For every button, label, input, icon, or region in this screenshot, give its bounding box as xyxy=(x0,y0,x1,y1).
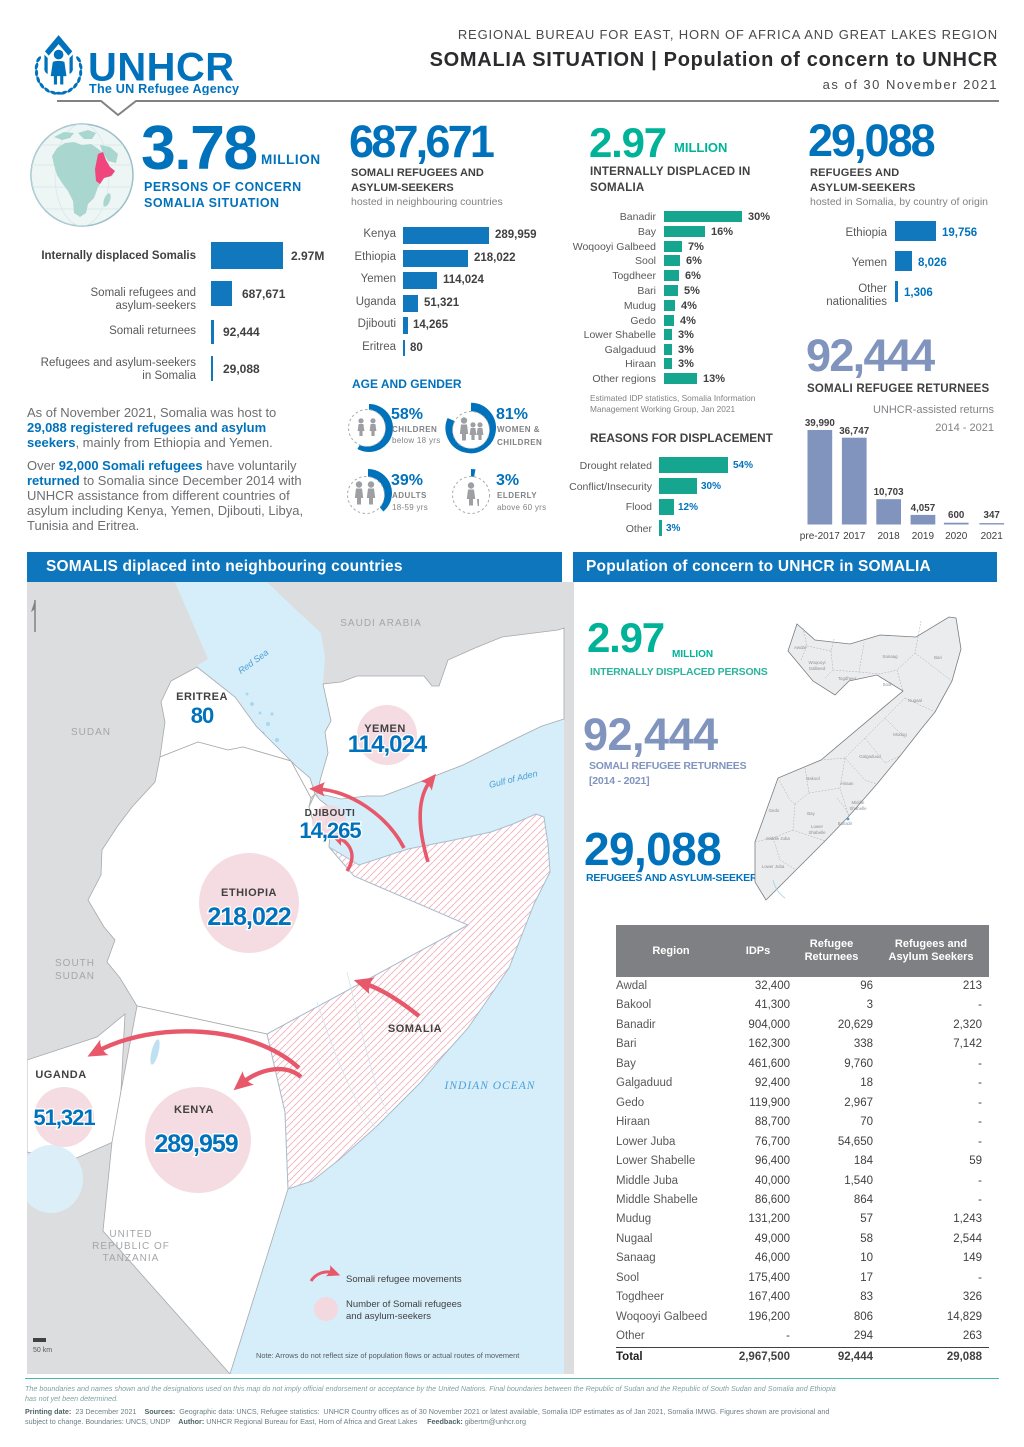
svg-text:3%: 3% xyxy=(496,472,519,489)
svg-text:81%: 81% xyxy=(496,406,528,423)
svg-text:347: 347 xyxy=(984,510,1001,521)
svg-text:Gedo: Gedo xyxy=(769,808,780,813)
svg-text:SAUDI ARABIA: SAUDI ARABIA xyxy=(340,618,421,629)
svg-text:39,990: 39,990 xyxy=(805,418,836,429)
svg-text:18-59 yrs: 18-59 yrs xyxy=(392,503,428,512)
svg-text:ETHIOPIA: ETHIOPIA xyxy=(221,887,277,899)
svg-text:39%: 39% xyxy=(391,472,423,489)
svg-text:INDIAN OCEAN: INDIAN OCEAN xyxy=(444,1080,536,1092)
svg-text:51,321: 51,321 xyxy=(33,1105,95,1130)
svg-text:Awdal: Awdal xyxy=(794,645,806,650)
svg-text:and asylum-seekers: and asylum-seekers xyxy=(346,1311,431,1322)
svg-text:KENYA: KENYA xyxy=(174,1104,214,1116)
svg-text:WOMEN &: WOMEN & xyxy=(497,425,540,434)
svg-text:Mudug: Mudug xyxy=(893,732,907,737)
svg-text:2017: 2017 xyxy=(843,531,866,542)
svg-text:58%: 58% xyxy=(391,406,423,423)
svg-text:289,959: 289,959 xyxy=(154,1130,237,1158)
svg-text:Middle Juba: Middle Juba xyxy=(766,836,790,841)
svg-text:UNITED: UNITED xyxy=(109,1229,152,1240)
svg-text:Lower Juba: Lower Juba xyxy=(762,864,785,869)
svg-text:600: 600 xyxy=(948,510,965,521)
svg-text:TANZANIA: TANZANIA xyxy=(103,1253,160,1264)
svg-text:80: 80 xyxy=(191,703,214,728)
svg-text:114,024: 114,024 xyxy=(348,731,428,758)
svg-text:Middle: Middle xyxy=(852,800,865,805)
svg-text:below 18 yrs: below 18 yrs xyxy=(392,436,441,445)
svg-text:Galgaduud: Galgaduud xyxy=(859,754,881,759)
svg-text:4,057: 4,057 xyxy=(911,503,936,514)
svg-text:2020: 2020 xyxy=(945,531,968,542)
svg-text:10,703: 10,703 xyxy=(874,487,905,498)
svg-text:36,747: 36,747 xyxy=(839,426,870,437)
svg-text:YEMEN: YEMEN xyxy=(364,723,406,735)
svg-text:Woqooyi: Woqooyi xyxy=(808,660,825,665)
svg-text:UNHCR: UNHCR xyxy=(88,45,235,89)
svg-text:Somali refugee movements: Somali refugee movements xyxy=(346,1274,462,1285)
svg-text:Number of Somali refugees: Number of Somali refugees xyxy=(346,1299,462,1310)
svg-text:2019: 2019 xyxy=(912,531,935,542)
svg-text:Banadir: Banadir xyxy=(838,821,853,826)
svg-text:Nugaal: Nugaal xyxy=(908,698,922,703)
svg-text:SOMALIA: SOMALIA xyxy=(388,1023,442,1035)
svg-text:Hiraan: Hiraan xyxy=(841,781,854,786)
svg-text:Bakool: Bakool xyxy=(806,776,819,781)
svg-text:Galbeed: Galbeed xyxy=(809,666,826,671)
svg-text:REPUBLIC OF: REPUBLIC OF xyxy=(92,1241,170,1252)
svg-text:Bari: Bari xyxy=(934,655,942,660)
svg-text:ERITREA: ERITREA xyxy=(176,691,228,703)
svg-text:Shabelle: Shabelle xyxy=(849,806,867,811)
svg-text:CHILDREN: CHILDREN xyxy=(392,425,437,434)
svg-text:UGANDA: UGANDA xyxy=(35,1069,86,1081)
svg-text:SUDAN: SUDAN xyxy=(55,971,95,982)
svg-text:DJIBOUTI: DJIBOUTI xyxy=(305,808,356,819)
svg-text:Togdheer: Togdheer xyxy=(838,676,857,681)
svg-text:above 60 yrs: above 60 yrs xyxy=(497,503,546,512)
svg-text:Note: Arrows do not reflect si: Note: Arrows do not reflect size of popu… xyxy=(256,1351,519,1360)
svg-text:14,265: 14,265 xyxy=(299,818,361,843)
svg-text:SUDAN: SUDAN xyxy=(71,727,111,738)
svg-text:ADULTS: ADULTS xyxy=(392,491,427,500)
svg-text:Sanaag: Sanaag xyxy=(882,654,898,659)
svg-text:Lower: Lower xyxy=(811,824,823,829)
svg-text:SOUTH: SOUTH xyxy=(55,958,95,969)
svg-text:Shabelle: Shabelle xyxy=(808,830,826,835)
svg-text:Bay: Bay xyxy=(807,811,815,816)
svg-text:Sool: Sool xyxy=(883,682,892,687)
svg-text:2021: 2021 xyxy=(981,531,1004,542)
svg-text:pre-2017: pre-2017 xyxy=(800,531,840,542)
svg-text:ELDERLY: ELDERLY xyxy=(497,491,537,500)
svg-text:CHILDREN: CHILDREN xyxy=(497,438,542,447)
svg-text:50 km: 50 km xyxy=(33,1347,52,1354)
svg-text:218,022: 218,022 xyxy=(207,903,290,931)
svg-text:The UN Refugee Agency: The UN Refugee Agency xyxy=(89,82,239,95)
svg-text:2018: 2018 xyxy=(877,531,900,542)
